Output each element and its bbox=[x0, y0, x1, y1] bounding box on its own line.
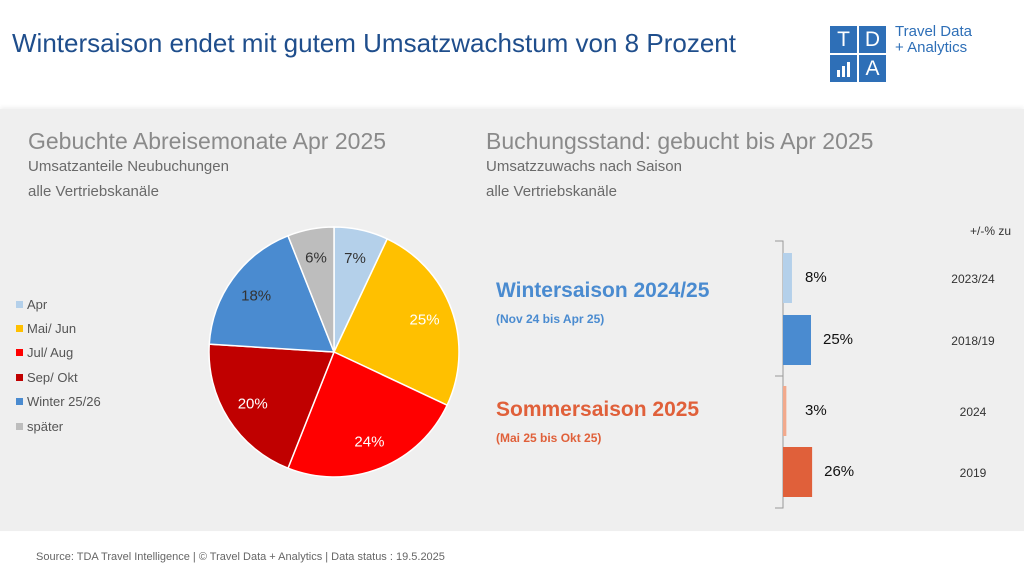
bar-value-label: 25% bbox=[823, 331, 854, 348]
bar-3 bbox=[783, 447, 813, 497]
legend-swatch bbox=[16, 349, 23, 357]
pie-slice-1 bbox=[333, 237, 460, 407]
right-subtitle-2: alle Vertriebskanäle bbox=[486, 183, 617, 200]
bar-0 bbox=[783, 253, 792, 303]
legend-label: später bbox=[27, 418, 64, 434]
pie-slice-3 bbox=[208, 343, 336, 470]
pie-slice-2 bbox=[287, 350, 449, 478]
logo-letter-d: D bbox=[859, 26, 886, 53]
legend-label: Apr bbox=[27, 296, 48, 312]
bar-1 bbox=[783, 315, 811, 365]
bar-category-label: 2024 bbox=[959, 405, 987, 419]
legend-swatch bbox=[16, 373, 23, 381]
left-subtitle-1: Umsatzanteile Neubuchungen bbox=[28, 158, 229, 175]
bar-value-label: 3% bbox=[805, 402, 827, 419]
legend-swatch bbox=[16, 300, 23, 308]
logo-bars-icon bbox=[830, 55, 857, 82]
brand-name: Travel Data + Analytics bbox=[895, 24, 972, 56]
pie-slice-label-4: 18% bbox=[241, 287, 271, 304]
pie-slice-label-1: 25% bbox=[410, 311, 440, 328]
winter-season-range: (Nov 24 bis Apr 25) bbox=[496, 312, 605, 326]
logo-letter-t: T bbox=[830, 26, 857, 53]
legend-label: Jul/ Aug bbox=[27, 345, 74, 361]
bar-axis-bracket bbox=[775, 240, 784, 377]
logo-letter-a: A bbox=[859, 55, 886, 82]
legend-item: Jul/ Aug bbox=[16, 341, 101, 365]
legend-item: Mai/ Jun bbox=[16, 316, 101, 340]
bar-2 bbox=[783, 386, 787, 436]
bar-value-label: 26% bbox=[824, 463, 855, 480]
winter-season-title: Wintersaison 2024/25 bbox=[496, 279, 710, 302]
legend-item: Apr bbox=[16, 292, 101, 316]
pie-slice-label-2: 24% bbox=[354, 433, 384, 450]
legend-label: Sep/ Okt bbox=[27, 369, 78, 385]
legend-item: Winter 25/26 bbox=[16, 390, 101, 414]
summer-season-range: (Mai 25 bis Okt 25) bbox=[496, 431, 602, 445]
legend-item: später bbox=[16, 414, 101, 438]
tda-logo: T D A bbox=[830, 26, 886, 82]
content-panel bbox=[0, 109, 1024, 531]
bar-category-label: 2019 bbox=[959, 466, 987, 480]
pie-slice-label-3: 20% bbox=[238, 396, 268, 413]
legend-label: Mai/ Jun bbox=[27, 321, 77, 337]
bar-category-label: 2023/24 bbox=[951, 272, 995, 286]
footer-source: Source: TDA Travel Intelligence | © Trav… bbox=[36, 551, 445, 563]
pie-slice-5 bbox=[287, 226, 335, 353]
compare-header: +/-% zu bbox=[970, 224, 1012, 238]
bar-value-label: 8% bbox=[805, 269, 827, 286]
left-subtitle-2: alle Vertriebskanäle bbox=[28, 183, 159, 200]
pie-slice-label-0: 7% bbox=[344, 250, 366, 267]
right-subtitle-1: Umsatzzuwachs nach Saison bbox=[486, 158, 682, 175]
legend-swatch bbox=[16, 398, 23, 406]
brand-line-1: Travel Data bbox=[895, 23, 972, 40]
pie-legend: Apr Mai/ Jun Jul/ Aug Sep/ Okt Winter 25/26 s… bbox=[16, 292, 101, 438]
bar-axis-bracket bbox=[775, 375, 784, 509]
legend-item: Sep/ Okt bbox=[16, 365, 101, 389]
left-heading: Gebuchte Abreisemonate Apr 2025 bbox=[28, 128, 387, 154]
legend-swatch bbox=[16, 422, 23, 430]
pie-slice-4 bbox=[208, 234, 336, 353]
legend-swatch bbox=[16, 325, 23, 333]
brand-line-2: + Analytics bbox=[895, 39, 968, 56]
summer-season-title: Sommersaison 2025 bbox=[496, 398, 700, 421]
right-heading: Buchungsstand: gebucht bis Apr 2025 bbox=[486, 128, 874, 154]
legend-label: Winter 25/26 bbox=[27, 394, 101, 410]
pie-slice-label-5: 6% bbox=[305, 249, 327, 266]
bar-category-label: 2018/19 bbox=[951, 334, 995, 348]
page-title: Wintersaison endet mit gutem Umsatzwachs… bbox=[12, 28, 736, 58]
